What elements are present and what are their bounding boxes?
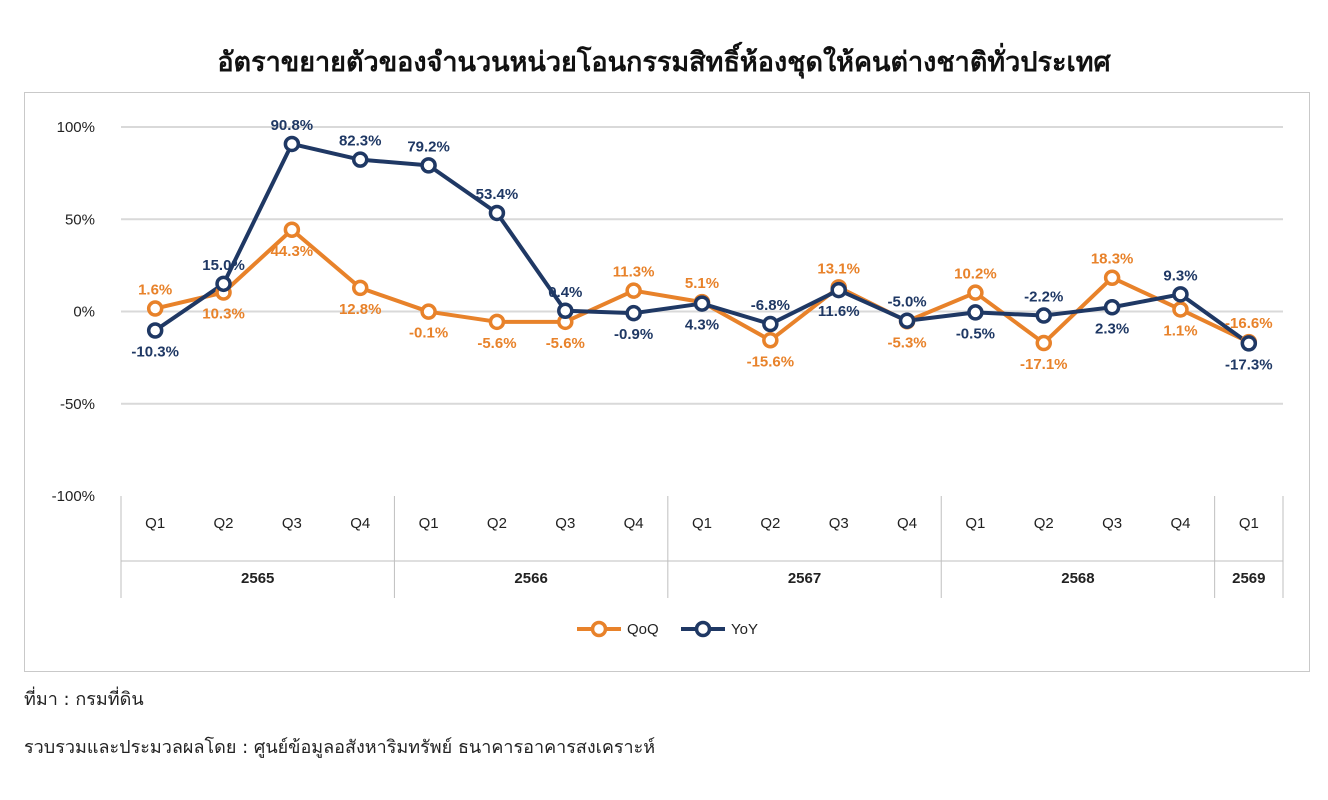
data-point-yoy bbox=[215, 275, 232, 293]
data-label-qoq: -15.6% bbox=[747, 353, 795, 370]
data-label-yoy: -6.8% bbox=[751, 297, 790, 314]
x-tick-label: Q3 bbox=[282, 515, 302, 532]
x-tick-label: Q3 bbox=[1102, 515, 1122, 532]
data-point-qoq bbox=[625, 282, 642, 299]
x-tick-label: Q1 bbox=[145, 515, 165, 532]
year-label: 2565 bbox=[241, 570, 274, 587]
data-label-yoy: -0.5% bbox=[956, 325, 995, 342]
data-label-yoy: 15.0% bbox=[202, 257, 245, 274]
data-point-yoy bbox=[1103, 299, 1121, 316]
source-note: ที่มา : กรมที่ดิน bbox=[24, 689, 144, 710]
data-point-yoy bbox=[967, 304, 984, 321]
x-tick-label: Q3 bbox=[829, 515, 849, 532]
data-point-qoq bbox=[762, 332, 779, 349]
y-tick-label: -100% bbox=[52, 488, 95, 505]
legend-marker-qoq bbox=[590, 620, 608, 638]
data-label-qoq: 11.3% bbox=[613, 264, 655, 281]
x-tick-label: Q2 bbox=[1034, 515, 1054, 532]
y-tick-label: 100% bbox=[57, 119, 95, 136]
data-label-qoq: 18.3% bbox=[1091, 251, 1134, 268]
series-line-yoy bbox=[154, 141, 1250, 346]
x-tick-label: Q4 bbox=[897, 515, 917, 532]
data-point-yoy bbox=[420, 157, 437, 174]
year-label: 2569 bbox=[1232, 570, 1265, 587]
data-point-yoy bbox=[898, 312, 916, 329]
x-tick-label: Q1 bbox=[419, 515, 439, 532]
data-point-qoq bbox=[1172, 301, 1189, 318]
data-label-qoq: 13.1% bbox=[817, 260, 860, 277]
data-label-yoy: 53.4% bbox=[476, 186, 519, 203]
data-point-qoq bbox=[488, 313, 506, 331]
data-label-qoq: 10.3% bbox=[202, 305, 245, 322]
data-label-yoy: 11.6% bbox=[818, 303, 860, 320]
y-tick-label: 50% bbox=[65, 211, 95, 228]
data-point-qoq bbox=[146, 300, 164, 317]
data-label-qoq: -0.1% bbox=[409, 325, 448, 342]
data-label-yoy: -5.0% bbox=[887, 294, 926, 311]
data-label-yoy: 4.3% bbox=[685, 317, 719, 334]
data-point-qoq bbox=[283, 221, 301, 239]
data-point-yoy bbox=[1172, 286, 1189, 303]
chart-area: 100% 50% 0% -50% -100% Q1 Q2 Q3 Q4 Q1 Q2 Q3 Q4 Q1 Q2 Q3… bbox=[24, 92, 1310, 672]
data-label-qoq: -17.1% bbox=[1020, 356, 1068, 373]
data-label-yoy: -2.2% bbox=[1024, 289, 1063, 306]
data-label-qoq: -5.6% bbox=[477, 335, 516, 352]
data-label-qoq: 10.2% bbox=[954, 266, 997, 283]
year-label: 2567 bbox=[788, 570, 821, 587]
data-label-yoy: -10.3% bbox=[131, 344, 179, 361]
y-tick-label: 0% bbox=[73, 304, 95, 321]
data-point-yoy bbox=[693, 295, 711, 312]
data-point-yoy bbox=[283, 135, 301, 153]
x-tick-label: Q3 bbox=[555, 515, 575, 532]
x-tick-label: Q2 bbox=[760, 515, 780, 532]
year-label: 2566 bbox=[514, 570, 547, 587]
chart-title: อัตราขยายตัวของจำนวนหน่วยโอนกรรมสิทธิ์ห้… bbox=[217, 47, 1111, 78]
compiled-note: รวบรวมและประมวลผลโดย : ศูนย์ข้อมูลอสังหา… bbox=[24, 737, 656, 758]
year-label: 2568 bbox=[1061, 570, 1094, 587]
data-point-qoq bbox=[420, 303, 437, 320]
data-label-yoy: 82.3% bbox=[339, 133, 382, 150]
data-point-yoy bbox=[557, 302, 574, 320]
x-tick-label: Q4 bbox=[1170, 515, 1190, 532]
data-label-yoy: 90.8% bbox=[271, 117, 314, 134]
data-point-yoy bbox=[1240, 335, 1258, 352]
x-tick-label: Q1 bbox=[692, 515, 712, 532]
data-label-yoy: 79.2% bbox=[407, 138, 450, 155]
data-label-yoy: -17.3% bbox=[1225, 356, 1273, 373]
data-point-qoq bbox=[351, 279, 369, 297]
data-label-qoq: -16.6% bbox=[1225, 315, 1273, 332]
legend-label-qoq: QoQ bbox=[627, 621, 659, 638]
data-point-yoy bbox=[146, 322, 164, 339]
data-label-qoq: 1.1% bbox=[1163, 322, 1197, 339]
data-point-yoy bbox=[625, 304, 642, 322]
line-chart: 100% 50% 0% -50% -100% Q1 Q2 Q3 Q4 Q1 Q2 Q3 Q4 Q1 Q2 Q3… bbox=[52, 117, 1284, 638]
data-label-yoy: 9.3% bbox=[1163, 267, 1197, 284]
data-point-qoq bbox=[1103, 269, 1121, 286]
data-label-yoy: 2.3% bbox=[1095, 320, 1129, 337]
data-label-qoq: -5.6% bbox=[546, 335, 585, 352]
data-point-yoy bbox=[830, 281, 847, 299]
x-tick-label: Q2 bbox=[214, 515, 234, 532]
data-label-qoq: 12.8% bbox=[339, 301, 382, 318]
data-label-yoy: -0.9% bbox=[614, 326, 653, 343]
x-tick-label: Q4 bbox=[624, 515, 644, 532]
data-point-qoq bbox=[1035, 334, 1053, 352]
data-point-yoy bbox=[1035, 307, 1053, 324]
data-label-yoy: 0.4% bbox=[548, 284, 582, 301]
legend-label-yoy: YoY bbox=[731, 621, 758, 638]
y-tick-label: -50% bbox=[60, 396, 95, 413]
data-point-yoy bbox=[762, 315, 779, 333]
data-point-yoy bbox=[488, 204, 506, 222]
data-point-qoq bbox=[967, 284, 984, 301]
data-label-qoq: 5.1% bbox=[685, 275, 719, 292]
data-point-yoy bbox=[351, 151, 369, 168]
legend-marker-yoy bbox=[694, 620, 712, 638]
data-label-qoq: 1.6% bbox=[138, 282, 172, 299]
data-label-qoq: -5.3% bbox=[887, 334, 926, 351]
data-label-qoq: 44.3% bbox=[271, 243, 314, 260]
x-tick-label: Q1 bbox=[965, 515, 985, 532]
x-tick-label: Q2 bbox=[487, 515, 507, 532]
x-tick-label: Q1 bbox=[1239, 515, 1259, 532]
x-tick-label: Q4 bbox=[350, 515, 370, 532]
